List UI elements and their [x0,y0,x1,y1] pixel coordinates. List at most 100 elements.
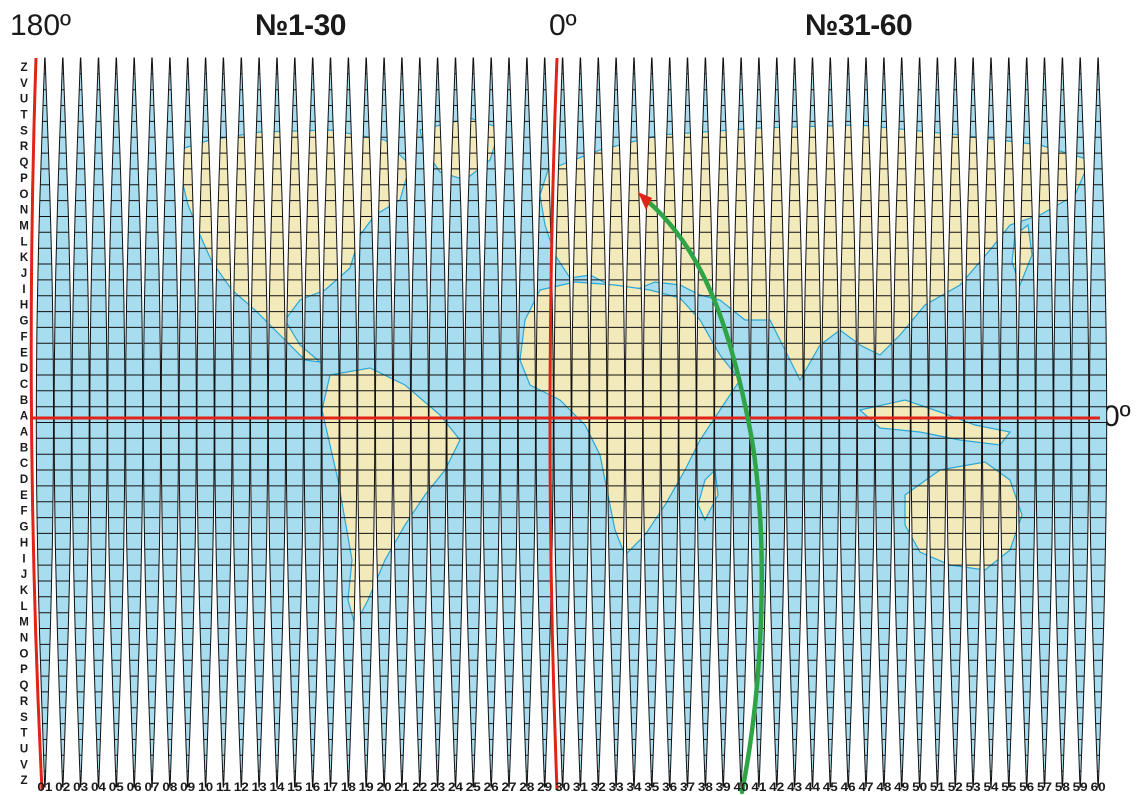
zone-number: 27 [502,780,517,794]
gore-outline [946,57,965,788]
row-letter: J [21,268,27,280]
zone-number: 51 [930,780,945,794]
zone-number: 36 [662,780,677,794]
row-letter: S [20,125,28,137]
row-letter: E [20,490,28,502]
zone-number: 21 [394,780,409,794]
zone-number: 57 [1037,780,1052,794]
row-letter: H [20,300,28,312]
row-letter: E [20,347,28,359]
row-letter: G [20,316,29,328]
zone-number: 52 [948,780,963,794]
zone-number: 23 [430,780,445,794]
gore-outline [517,57,537,788]
meridian-0-line [548,57,559,791]
zone-number: 45 [823,780,838,794]
gore-outline [785,57,804,788]
zone-number: 16 [305,780,320,794]
row-letter: O [20,189,29,201]
zone-number: 33 [609,780,624,794]
gore-outline [839,57,858,788]
gore-outline [749,57,768,788]
zone-number: 41 [751,780,766,794]
gore-outline [232,57,251,788]
zone-number: 39 [716,780,731,794]
gore-outline [321,57,340,788]
row-letter: I [22,553,25,565]
gore-outline [482,57,501,788]
zone-number: 56 [1019,780,1034,794]
gore-outline [767,57,786,788]
zone-number: 59 [1073,780,1088,794]
zone-number: 49 [894,780,909,794]
zone-number: 28 [519,780,534,794]
row-letter: G [20,522,29,534]
row-letter: A [20,411,28,423]
gore-outline [339,57,358,788]
gore-outline [125,57,144,788]
zone-number-row: 01 02 03 04 05 06 07 08 09 10 11 12 13 14 15 16 17 18 19 20… [37,780,1106,794]
row-letter: Q [20,680,29,692]
row-letter: P [20,664,28,676]
row-letter: M [19,221,29,233]
zone-number: 46 [841,780,856,794]
row-letter: L [20,236,27,248]
zone-number: 53 [966,780,981,794]
row-letter: L [20,601,27,613]
label-zones-1-30: №1-30 [255,9,347,42]
gore-outline [714,57,733,788]
zone-number: 50 [912,780,927,794]
row-letter: R [20,696,29,708]
gore-outline [571,57,590,788]
gore-outline [214,57,233,788]
row-letter: S [20,712,28,724]
gore-outline [1071,57,1090,788]
zone-number: 22 [412,780,427,794]
gore-outline [285,57,304,788]
zone-number: 09 [180,780,195,794]
zone-number: 08 [162,780,177,794]
gore-outline [928,57,947,788]
zone-number: 24 [448,780,463,794]
row-letter: H [20,537,28,549]
gore-outline [856,57,876,788]
zone-number: 04 [91,780,106,794]
zone-number: 02 [55,780,70,794]
row-letter: D [20,363,28,375]
row-letter: T [20,728,27,740]
gore-outline [1089,57,1108,788]
row-letter: D [20,474,28,486]
gore-outline [107,57,126,788]
zone-number: 37 [680,780,695,794]
meridian-180-line [29,57,44,791]
gore-outline [981,57,1001,788]
zone-number: 07 [145,780,160,794]
zone-number: 14 [270,780,285,794]
label-180-meridian: 180º [10,9,72,42]
gore-outline [963,57,983,788]
gore-outline [642,57,661,788]
gore-outline [464,57,483,788]
zone-number: 60 [1091,780,1106,794]
zone-number: 26 [484,780,499,794]
row-letter: N [20,205,28,217]
zone-number: 30 [555,780,570,794]
gore-outline [874,57,894,788]
zone-number: 03 [73,780,88,794]
gore-outline [1017,57,1036,788]
gore-outline [249,57,269,788]
zone-number: 34 [627,780,642,794]
row-letter-column: ZVUTSRQPONMLKJIHGFEDCBAABCDEFGHIJKLMNOPQ… [19,62,29,787]
gore-outline [35,57,54,788]
route-line [641,195,764,795]
gore-outline [303,57,322,788]
zone-number: 18 [341,780,356,794]
gore-outline [606,57,626,788]
row-letter: I [22,284,25,296]
row-letter: B [20,442,28,454]
gore-outline [142,57,162,788]
zone-number: 19 [359,780,374,794]
gore-outline [910,57,929,788]
gore-outline [446,57,465,788]
